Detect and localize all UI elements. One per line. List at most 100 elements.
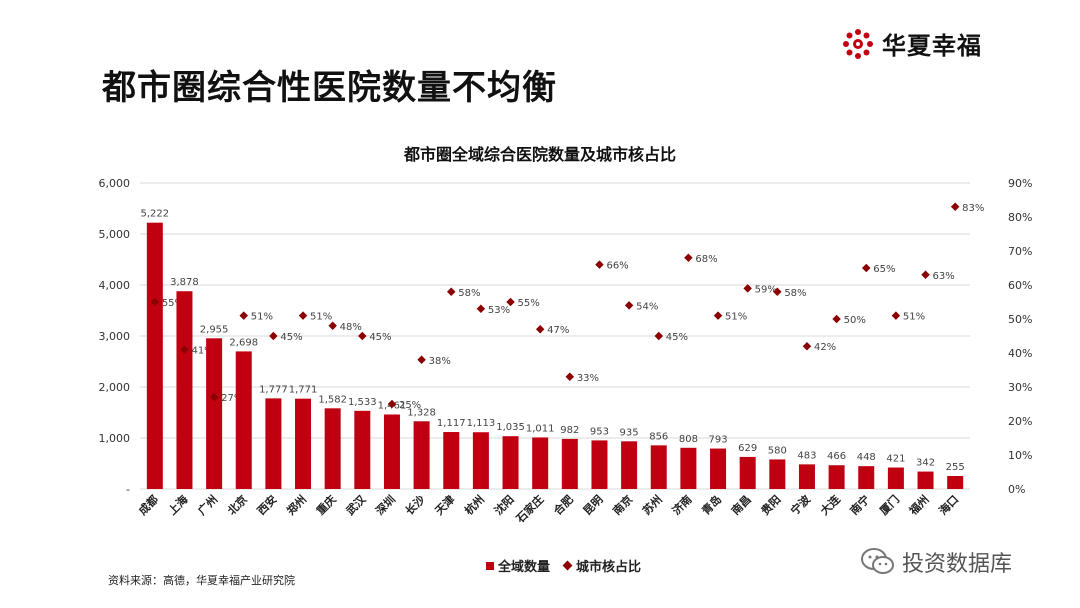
x-tick-label: 南昌 bbox=[728, 492, 753, 517]
y-left-tick-label: 5,000 bbox=[99, 228, 131, 241]
ratio-marker bbox=[684, 253, 693, 263]
ratio-data-label: 25% bbox=[399, 400, 421, 411]
y-right-tick-label: 30% bbox=[1008, 381, 1032, 394]
bar-data-label: 1,777 bbox=[259, 384, 288, 395]
x-tick-label: 北京 bbox=[224, 492, 249, 517]
x-tick-label: 武汉 bbox=[343, 492, 369, 518]
ratio-data-label: 45% bbox=[666, 332, 688, 343]
ratio-data-label: 38% bbox=[429, 356, 451, 367]
ratio-marker bbox=[921, 270, 930, 280]
ratio-marker bbox=[950, 202, 960, 212]
bar bbox=[621, 441, 638, 489]
x-tick-label: 广州 bbox=[195, 492, 220, 517]
ratio-data-label: 59% bbox=[755, 284, 777, 295]
bar-data-label: 793 bbox=[708, 435, 727, 446]
bar bbox=[235, 351, 252, 489]
y-right-tick-label: 70% bbox=[1008, 245, 1032, 258]
ratio-marker bbox=[624, 301, 634, 310]
y-right-tick-label: 90% bbox=[1008, 177, 1032, 190]
bar bbox=[146, 222, 163, 490]
y-right-tick-label: 60% bbox=[1008, 279, 1032, 292]
legend-label-bar: 全域数量 bbox=[498, 560, 551, 575]
ratio-data-label: 41% bbox=[191, 346, 213, 357]
ratio-data-label: 48% bbox=[340, 322, 362, 333]
ratio-marker bbox=[535, 324, 545, 334]
y-left-tick-label: 1,000 bbox=[99, 432, 131, 445]
ratio-data-label: 68% bbox=[695, 254, 717, 265]
ratio-data-label: 33% bbox=[577, 373, 599, 384]
bar-data-label: 1,011 bbox=[526, 423, 555, 434]
bar bbox=[858, 466, 875, 489]
ratio-marker bbox=[150, 297, 160, 307]
watermark-text: 投资数据库 bbox=[902, 552, 1013, 577]
ratio-marker bbox=[506, 297, 515, 307]
source-note: 资料来源：高德，华夏幸福产业研究院 bbox=[108, 574, 295, 587]
wechat-icon bbox=[861, 548, 894, 574]
ratio-marker bbox=[328, 321, 337, 331]
ratio-data-label: 51% bbox=[251, 312, 273, 323]
bar bbox=[591, 440, 608, 489]
y-left-tick-label: 4,000 bbox=[99, 279, 131, 292]
x-tick-label: 杭州 bbox=[462, 492, 487, 517]
bar-data-label: 448 bbox=[857, 452, 876, 463]
bar-data-label: 1,035 bbox=[496, 422, 525, 433]
x-tick-label: 沈阳 bbox=[491, 492, 516, 517]
x-tick-label: 深圳 bbox=[373, 492, 398, 517]
logo-text: 华夏幸福 bbox=[882, 32, 982, 60]
bar-data-label: 935 bbox=[620, 427, 639, 438]
x-tick-label: 宁波 bbox=[788, 492, 814, 518]
ratio-marker bbox=[387, 399, 397, 409]
bar bbox=[680, 447, 697, 489]
bar bbox=[710, 448, 727, 489]
bar bbox=[206, 338, 223, 489]
bar bbox=[739, 456, 756, 489]
bar-data-label: 629 bbox=[738, 443, 757, 454]
bar-data-label: 580 bbox=[768, 445, 787, 456]
x-tick-label: 昆明 bbox=[581, 493, 606, 518]
bar bbox=[383, 414, 400, 489]
bar bbox=[176, 291, 193, 489]
x-tick-label: 郑州 bbox=[284, 492, 309, 517]
x-tick-label: 贵阳 bbox=[758, 492, 783, 517]
y-left-tick-label: 2,000 bbox=[99, 381, 131, 394]
bar-data-label: 2,698 bbox=[229, 337, 258, 348]
bar bbox=[354, 410, 371, 489]
bar-data-label: 982 bbox=[560, 425, 579, 436]
bar bbox=[443, 432, 460, 489]
ratio-data-label: 27% bbox=[221, 393, 243, 404]
ratio-marker bbox=[180, 345, 189, 354]
x-tick-label: 长沙 bbox=[402, 492, 427, 517]
ratio-marker bbox=[773, 287, 782, 297]
bar bbox=[561, 438, 578, 489]
watermark: 投资数据库 bbox=[860, 546, 1012, 578]
x-tick-label: 天津 bbox=[432, 492, 457, 517]
bar-data-label: 1,117 bbox=[437, 418, 466, 429]
bar-data-label: 953 bbox=[590, 426, 609, 437]
bar-data-label: 342 bbox=[916, 458, 935, 469]
x-tick-label: 大连 bbox=[817, 492, 843, 518]
ratio-marker bbox=[565, 372, 575, 382]
bar-data-label: 2,955 bbox=[200, 324, 229, 335]
ratio-data-label: 55% bbox=[518, 298, 540, 309]
x-tick-label: 苏州 bbox=[639, 492, 664, 517]
bar-data-label: 1,328 bbox=[407, 407, 436, 418]
ratio-data-label: 58% bbox=[458, 288, 480, 299]
ratio-data-label: 45% bbox=[280, 332, 302, 343]
ratio-data-label: 83% bbox=[962, 203, 984, 214]
ratio-marker bbox=[595, 260, 604, 269]
y-left-tick-label: - bbox=[126, 483, 130, 496]
ratio-marker bbox=[832, 314, 841, 324]
ratio-marker bbox=[802, 341, 812, 351]
y-right-tick-label: 40% bbox=[1008, 347, 1032, 360]
y-left-tick-label: 6,000 bbox=[99, 177, 131, 190]
bar bbox=[532, 437, 549, 489]
ratio-data-label: 63% bbox=[933, 271, 955, 282]
bar bbox=[502, 436, 519, 489]
ratio-marker bbox=[476, 304, 486, 314]
bar-data-label: 483 bbox=[797, 450, 816, 461]
bar bbox=[947, 475, 964, 489]
ratio-data-label: 58% bbox=[784, 288, 806, 299]
company-logo: 华夏幸福 bbox=[842, 26, 982, 61]
bar bbox=[295, 398, 312, 489]
